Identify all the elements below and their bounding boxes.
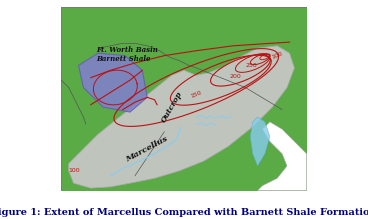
Polygon shape xyxy=(258,122,307,191)
Polygon shape xyxy=(78,53,147,112)
Text: 100: 100 xyxy=(271,51,283,60)
Text: Figure 1: Extent of Marcellus Compared with Barnett Shale Formation: Figure 1: Extent of Marcellus Compared w… xyxy=(0,208,368,217)
Polygon shape xyxy=(69,46,294,188)
Text: 200: 200 xyxy=(230,74,241,79)
Polygon shape xyxy=(250,117,270,166)
Text: 150: 150 xyxy=(190,90,203,99)
Text: 100: 100 xyxy=(69,168,80,173)
Text: 250: 250 xyxy=(245,63,257,68)
Text: Outcrop: Outcrop xyxy=(160,90,184,124)
Text: Ft. Worth Basin
Barnett Shale: Ft. Worth Basin Barnett Shale xyxy=(96,46,158,63)
Text: Marcellus: Marcellus xyxy=(125,134,170,163)
Polygon shape xyxy=(61,7,307,191)
